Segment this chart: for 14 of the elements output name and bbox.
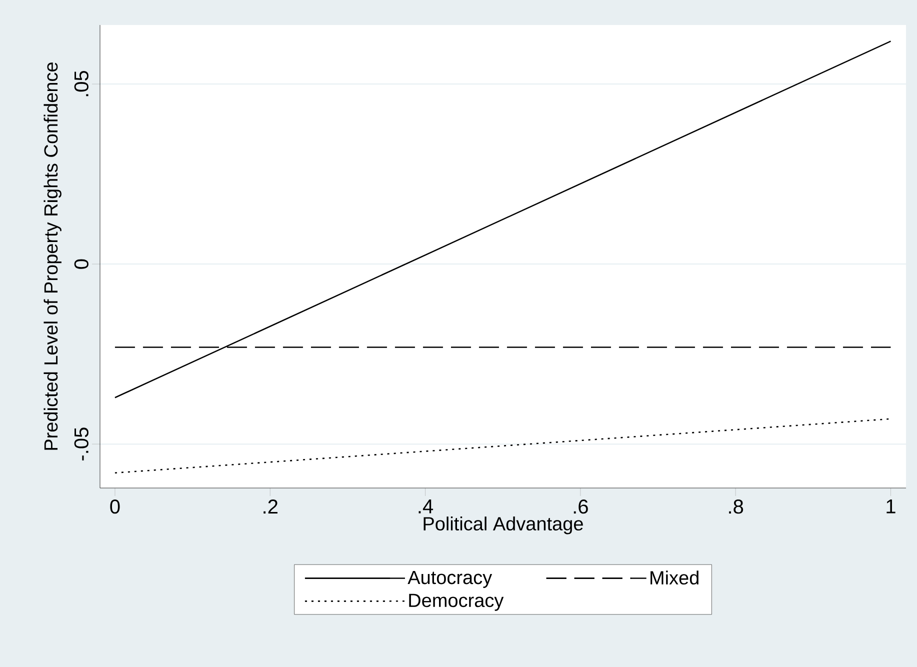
x-tick-label: .6 — [574, 500, 588, 514]
y-tick-label: -.05 — [74, 428, 88, 460]
x-tick-label: 0 — [110, 500, 120, 514]
legend-label: Democracy — [409, 594, 504, 611]
x-axis-title: Political Advantage — [424, 516, 583, 534]
x-tick-label: .2 — [264, 500, 278, 514]
legend-label: Mixed — [650, 570, 698, 585]
x-tick-label: 1 — [886, 500, 896, 514]
x-tick-label: .8 — [729, 500, 744, 514]
x-tick-label: .4 — [418, 500, 434, 514]
y-axis-title: Predicted Level of Property Rights Confidence — [44, 62, 62, 450]
y-tick-label: .05 — [74, 70, 88, 96]
legend-label: Autocracy — [408, 570, 492, 588]
y-tick-label: 0 — [74, 259, 88, 269]
